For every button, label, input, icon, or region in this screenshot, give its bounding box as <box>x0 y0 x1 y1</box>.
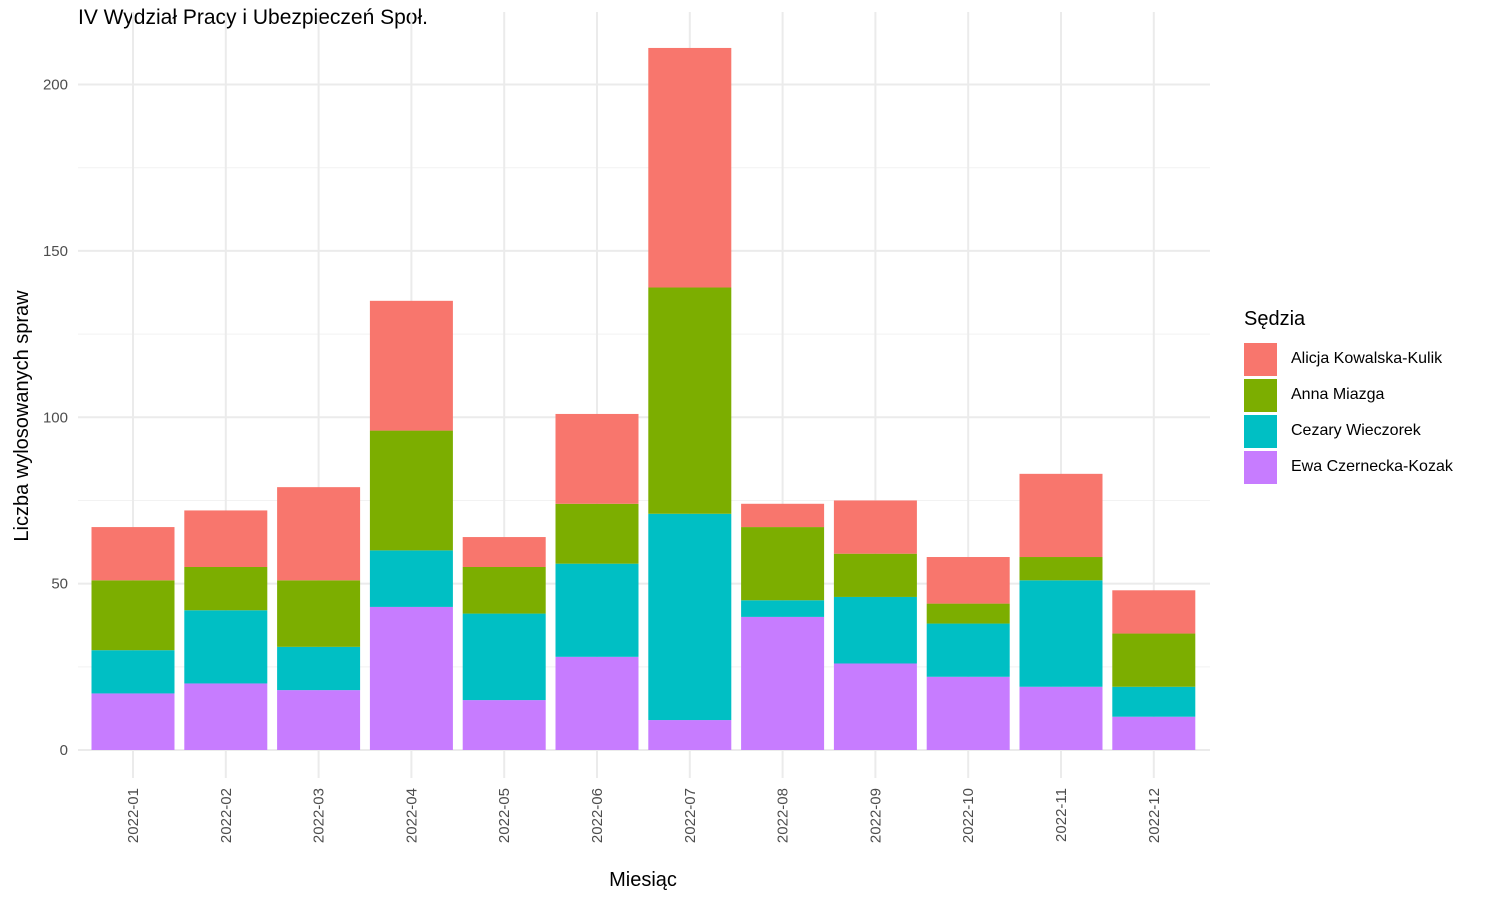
legend-label: Ewa Czernecka-Kozak <box>1291 458 1453 475</box>
x-tick-label: 2022-05 <box>496 788 513 843</box>
bar-segment <box>741 600 825 617</box>
bar-segment <box>1112 590 1196 634</box>
chart-title: IV Wydział Pracy i Ubezpieczeń Społ. <box>78 6 428 29</box>
bar-segment <box>277 690 361 750</box>
x-tick-label: 2022-10 <box>960 788 977 843</box>
bar-segment <box>1019 686 1103 750</box>
bar-segment <box>833 663 917 750</box>
legend-items: Alicja Kowalska-Kulik Anna Miazga Cezary W… <box>1244 341 1453 485</box>
bar-segment <box>369 606 453 750</box>
bar-segment <box>926 603 1010 624</box>
bar-segment <box>1112 633 1196 687</box>
bar-segment <box>926 557 1010 604</box>
legend-label: Anna Miazga <box>1291 386 1385 403</box>
x-tick-label: 2022-08 <box>775 788 792 843</box>
x-tick-label: 2022-01 <box>125 788 142 843</box>
bar-segment <box>369 430 453 551</box>
bar-segment <box>1019 557 1103 581</box>
bar-segment <box>277 580 361 647</box>
bar-segment <box>1019 580 1103 687</box>
x-tick-label: 2022-06 <box>589 788 606 843</box>
legend-item: Cezary Wieczorek <box>1244 413 1453 449</box>
bars <box>91 47 1196 750</box>
bar-segment <box>369 300 453 431</box>
bar-segment <box>648 513 732 721</box>
legend: Sędzia Alicja Kowalska-Kulik Anna Miazga C… <box>1244 308 1453 485</box>
y-tick-label: 50 <box>51 576 68 593</box>
y-tick-label: 150 <box>43 243 68 260</box>
y-axis-title: Liczba wylosowanych spraw <box>11 290 33 542</box>
bar-segment <box>91 580 175 651</box>
y-tick-label: 0 <box>60 742 68 759</box>
bar-segment <box>833 500 917 554</box>
legend-title: Sędzia <box>1244 308 1306 330</box>
bar-segment <box>462 700 546 750</box>
bar-segment <box>648 720 732 750</box>
bar-segment <box>184 567 268 611</box>
y-axis-ticks: 0 50 100 150 200 <box>43 77 68 759</box>
bar-segment <box>926 623 1010 677</box>
legend-swatch <box>1244 414 1277 448</box>
y-tick-label: 200 <box>43 77 68 94</box>
legend-item: Alicja Kowalska-Kulik <box>1244 341 1453 377</box>
x-axis-title: Miesiąc <box>609 869 677 891</box>
bar-segment <box>184 510 268 567</box>
bar-segment <box>91 650 175 694</box>
bar-segment <box>1112 716 1196 750</box>
x-tick-label: 2022-11 <box>1053 788 1070 842</box>
bar-segment <box>555 563 639 657</box>
bar-segment <box>1112 686 1196 717</box>
bar-segment <box>277 646 361 691</box>
bar-segment <box>462 567 546 614</box>
x-tick-label: 2022-12 <box>1146 788 1163 843</box>
bar-segment <box>462 537 546 567</box>
legend-swatch <box>1244 450 1277 484</box>
bar-segment <box>833 596 917 664</box>
bar-segment <box>91 693 175 750</box>
bar-segment <box>91 527 175 581</box>
legend-label: Cezary Wieczorek <box>1291 422 1421 439</box>
x-tick-label: 2022-09 <box>867 788 884 843</box>
bar-segment <box>184 683 268 750</box>
bar-segment <box>462 613 546 701</box>
legend-item: Anna Miazga <box>1244 377 1453 413</box>
bar-segment <box>926 676 1010 750</box>
bar-segment <box>555 503 639 564</box>
legend-label: Alicja Kowalska-Kulik <box>1291 350 1443 367</box>
x-tick-label: 2022-07 <box>682 788 699 843</box>
bar-segment <box>741 527 825 601</box>
x-tick-label: 2022-04 <box>403 788 420 843</box>
bar-segment <box>184 610 268 684</box>
bar-segment <box>648 287 732 514</box>
x-tick-label: 2022-03 <box>311 788 328 843</box>
x-axis-ticks: 2022-01 2022-02 2022-03 2022-04 2022-05 2022-… <box>125 788 1163 843</box>
bar-segment <box>1019 473 1103 558</box>
bar-segment <box>369 550 453 607</box>
bar-segment <box>555 656 639 750</box>
x-tick-label: 2022-02 <box>218 788 235 843</box>
bar-segment <box>648 47 732 288</box>
y-tick-label: 100 <box>43 409 68 426</box>
legend-swatch <box>1244 378 1277 412</box>
legend-item: Ewa Czernecka-Kozak <box>1244 449 1453 485</box>
legend-swatch <box>1244 342 1277 376</box>
bar-segment <box>741 616 825 750</box>
bar-segment <box>277 487 361 581</box>
bar-segment <box>555 413 639 504</box>
bar-segment <box>833 553 917 597</box>
bar-segment <box>741 503 825 528</box>
